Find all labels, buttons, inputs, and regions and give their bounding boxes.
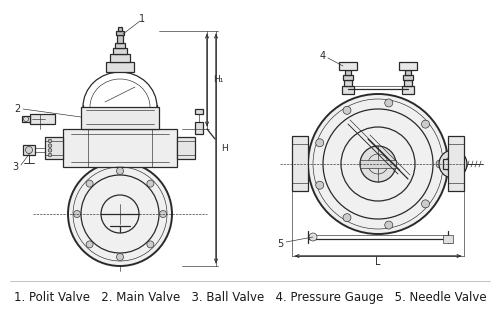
Bar (30, 114, 55, 124)
Bar (110, 54, 130, 62)
Circle shape (26, 147, 32, 154)
Bar (403, 75, 413, 80)
Circle shape (116, 167, 123, 175)
Circle shape (86, 241, 93, 248)
Text: H: H (221, 144, 228, 153)
Bar (177, 137, 195, 159)
Bar (345, 70, 351, 75)
Bar (343, 75, 353, 80)
Bar (342, 86, 354, 94)
Circle shape (86, 180, 93, 187)
Bar (113, 48, 127, 54)
Circle shape (316, 139, 324, 147)
Bar (115, 43, 125, 48)
Bar (404, 80, 412, 86)
Text: 1: 1 (139, 14, 145, 24)
Bar (402, 86, 414, 94)
Circle shape (385, 99, 393, 107)
Circle shape (48, 149, 52, 152)
Circle shape (48, 139, 52, 143)
Bar (23, 145, 35, 155)
Bar (118, 27, 122, 31)
Bar (448, 136, 464, 191)
Bar (405, 70, 411, 75)
Circle shape (436, 160, 444, 168)
Bar (81, 107, 159, 129)
Circle shape (48, 144, 52, 148)
Text: 2: 2 (14, 104, 20, 114)
Circle shape (309, 233, 317, 241)
Bar (116, 31, 124, 35)
Circle shape (308, 94, 448, 234)
Text: 1. Polit Valve   2. Main Valve   3. Ball Valve   4. Pressure Gauge   5. Needle V: 1. Polit Valve 2. Main Valve 3. Ball Val… (14, 290, 486, 304)
Bar (399, 62, 417, 70)
Bar (106, 62, 134, 72)
Circle shape (68, 162, 172, 266)
Bar (344, 80, 352, 86)
Text: H₁: H₁ (213, 75, 224, 84)
Circle shape (343, 214, 351, 222)
Text: L: L (375, 257, 381, 267)
Bar (195, 122, 203, 134)
Text: 4: 4 (320, 51, 326, 61)
Text: 5: 5 (277, 239, 283, 249)
Bar (443, 159, 451, 169)
Bar (339, 62, 357, 70)
Bar (360, 160, 396, 168)
Bar (63, 129, 177, 167)
Bar (292, 136, 308, 191)
Circle shape (422, 120, 430, 128)
Bar (195, 109, 203, 114)
Circle shape (147, 180, 154, 187)
Bar (22, 116, 30, 122)
Circle shape (160, 210, 166, 218)
Bar (117, 35, 123, 43)
Bar (443, 235, 453, 243)
Bar (45, 137, 63, 159)
Circle shape (422, 200, 430, 208)
Text: 3: 3 (12, 162, 18, 172)
Circle shape (385, 221, 393, 229)
Circle shape (343, 106, 351, 114)
Circle shape (360, 146, 396, 182)
Circle shape (74, 210, 80, 218)
Circle shape (116, 253, 123, 261)
Circle shape (147, 241, 154, 248)
Circle shape (316, 181, 324, 189)
Circle shape (48, 153, 52, 157)
Circle shape (439, 150, 467, 178)
